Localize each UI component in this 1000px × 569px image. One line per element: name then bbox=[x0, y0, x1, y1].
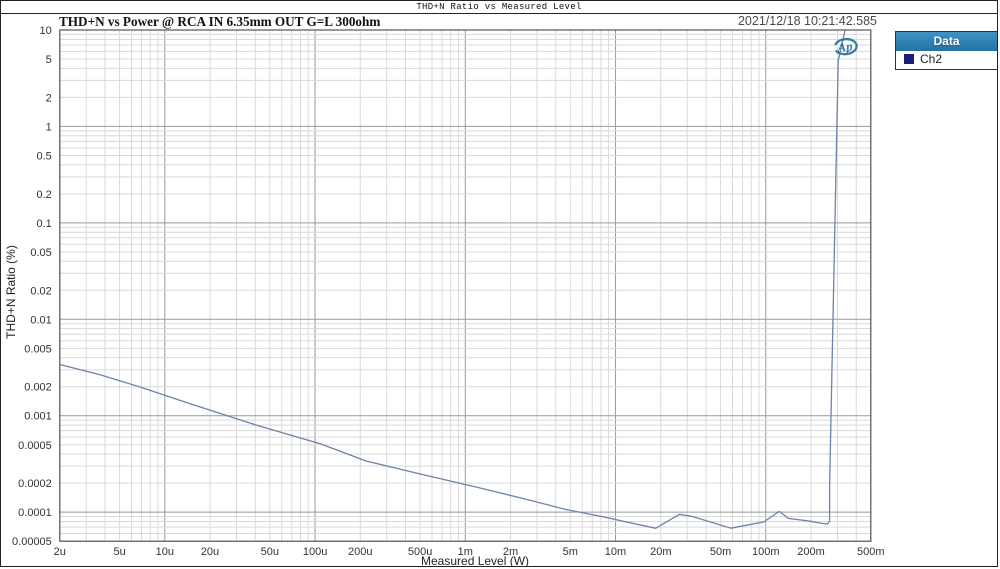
svg-text:10u: 10u bbox=[156, 546, 174, 558]
svg-text:50m: 50m bbox=[710, 546, 731, 558]
svg-text:2m: 2m bbox=[503, 546, 518, 558]
svg-text:2u: 2u bbox=[54, 546, 66, 558]
svg-text:50u: 50u bbox=[261, 546, 279, 558]
svg-text:500m: 500m bbox=[857, 546, 885, 558]
svg-text:0.05: 0.05 bbox=[30, 247, 51, 259]
svg-text:0.1: 0.1 bbox=[37, 218, 52, 230]
svg-text:20u: 20u bbox=[201, 546, 219, 558]
svg-text:0.0005: 0.0005 bbox=[18, 440, 52, 452]
svg-text:1: 1 bbox=[46, 121, 52, 133]
svg-text:0.00005: 0.00005 bbox=[12, 536, 52, 548]
svg-text:0.0002: 0.0002 bbox=[18, 478, 52, 490]
svg-text:0.5: 0.5 bbox=[37, 151, 52, 163]
svg-text:10: 10 bbox=[40, 25, 52, 37]
svg-text:200m: 200m bbox=[797, 546, 825, 558]
svg-text:200u: 200u bbox=[348, 546, 372, 558]
svg-text:0.2: 0.2 bbox=[37, 189, 52, 201]
svg-text:2: 2 bbox=[46, 92, 52, 104]
svg-text:5u: 5u bbox=[113, 546, 125, 558]
svg-text:100u: 100u bbox=[303, 546, 327, 558]
svg-text:0.002: 0.002 bbox=[24, 382, 52, 394]
svg-text:20m: 20m bbox=[650, 546, 671, 558]
svg-text:0.005: 0.005 bbox=[24, 343, 52, 355]
svg-text:5m: 5m bbox=[563, 546, 578, 558]
svg-text:0.02: 0.02 bbox=[30, 285, 51, 297]
svg-text:10m: 10m bbox=[605, 546, 626, 558]
svg-text:Ap: Ap bbox=[836, 38, 854, 55]
svg-text:100m: 100m bbox=[752, 546, 780, 558]
svg-text:500u: 500u bbox=[408, 546, 432, 558]
svg-text:5: 5 bbox=[46, 54, 52, 66]
svg-text:0.0001: 0.0001 bbox=[18, 507, 52, 519]
svg-text:0.01: 0.01 bbox=[30, 314, 51, 326]
svg-text:0.001: 0.001 bbox=[24, 411, 52, 423]
svg-text:1m: 1m bbox=[458, 546, 473, 558]
